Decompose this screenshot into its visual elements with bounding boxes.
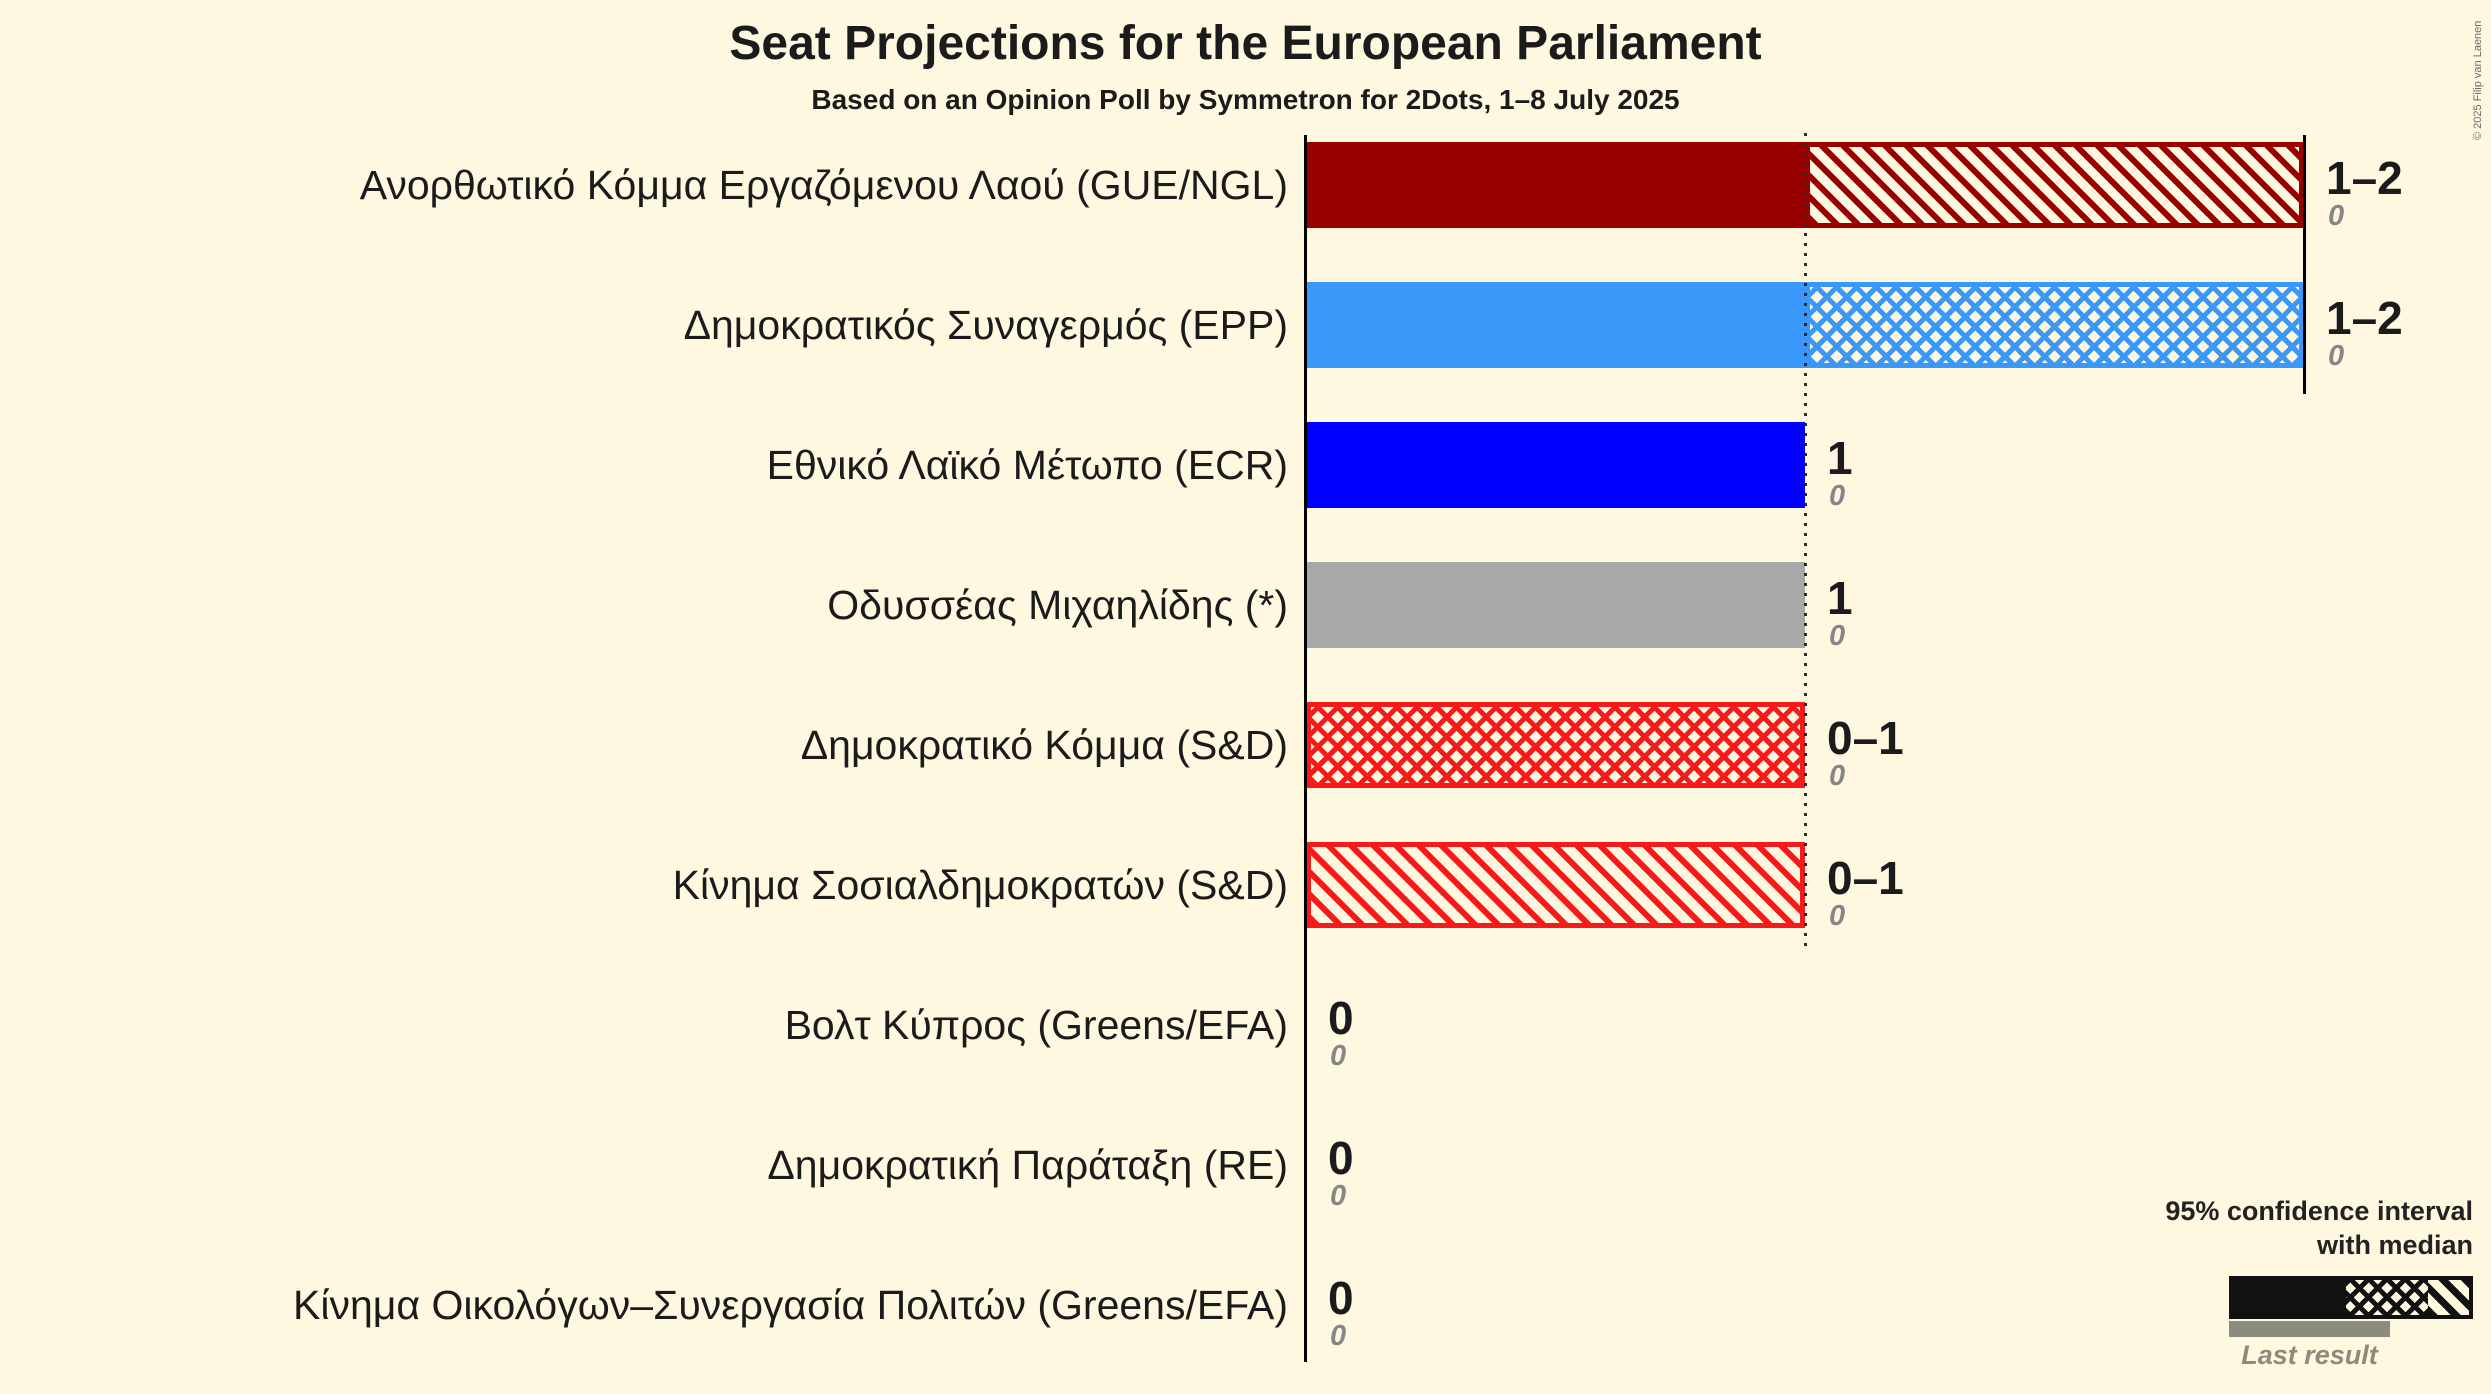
legend-ci-text: 95% confidence interval with median	[2165, 1194, 2473, 1262]
ci-value-label: 0–1	[1827, 852, 1904, 904]
median-guide-dotted-line	[1804, 133, 1807, 952]
party-label: Οδυσσέας Μιχαηλίδης (*)	[827, 581, 1288, 628]
upper-ci-end-line	[2303, 135, 2306, 394]
ci-value-label: 1	[1827, 572, 1853, 624]
ci-value-label: 0	[1328, 1132, 1354, 1184]
legend-last-result-bar	[2229, 1321, 2390, 1337]
legend-crosshatch-segment	[2346, 1280, 2428, 1315]
legend-solid-segment	[2233, 1280, 2346, 1315]
ci-value-label: 1	[1827, 432, 1853, 484]
ci-value-label: 0	[1328, 1272, 1354, 1324]
legend-diagonal-segment	[2428, 1280, 2469, 1315]
party-label: Δημοκρατικός Συναγερμός (EPP)	[683, 301, 1288, 348]
legend-ci-line1: 95% confidence interval	[2165, 1196, 2473, 1226]
party-label: Ανορθωτικό Κόμμα Εργαζόμενου Λαού (GUE/N…	[359, 161, 1288, 208]
copyright-label: © 2025 Filip van Laenen	[2472, 20, 2484, 140]
upper-ci-bar	[1805, 142, 2304, 228]
last-result-value: 0	[1829, 760, 1846, 792]
page-title: Seat Projections for the European Parlia…	[729, 17, 1762, 70]
median-bar	[1306, 562, 1805, 648]
last-result-value: 0	[1829, 620, 1846, 652]
legend-last-result-label: Last result	[2241, 1340, 2378, 1370]
party-label: Κίνημα Οικολόγων–Συνεργασία Πολιτών (Gre…	[293, 1281, 1288, 1328]
last-result-value: 0	[1829, 480, 1846, 512]
upper-ci-bar	[1805, 282, 2304, 368]
median-bar	[1306, 282, 1805, 368]
upper-ci-bar	[1306, 842, 1805, 928]
last-result-value: 0	[1330, 1040, 1347, 1072]
page-subtitle: Based on an Opinion Poll by Symmetron fo…	[811, 84, 1680, 115]
zero-axis-line	[1304, 135, 1307, 1362]
ci-value-label: 0	[1328, 992, 1354, 1044]
party-label: Κίνημα Σοσιαλδημοκρατών (S&D)	[672, 861, 1288, 908]
party-label: Εθνικό Λαϊκό Μέτωπο (ECR)	[766, 441, 1288, 488]
legend-ci-line2: with median	[2316, 1230, 2473, 1260]
last-result-value: 0	[1330, 1320, 1347, 1352]
party-label: Δημοκρατικό Κόμμα (S&D)	[800, 721, 1288, 768]
ci-value-label: 1–2	[2326, 292, 2403, 344]
last-result-value: 0	[2328, 200, 2345, 232]
party-label: Βολτ Κύπρος (Greens/EFA)	[784, 1001, 1288, 1048]
legend-ci-sample-bar	[2229, 1276, 2473, 1319]
ci-value-label: 1–2	[2326, 152, 2403, 204]
median-bar	[1306, 142, 1805, 228]
upper-ci-bar	[1306, 702, 1805, 788]
median-bar	[1306, 422, 1805, 508]
last-result-value: 0	[1330, 1180, 1347, 1212]
party-label: Δημοκρατική Παράταξη (RE)	[767, 1141, 1288, 1188]
last-result-value: 0	[1829, 900, 1846, 932]
last-result-value: 0	[2328, 340, 2345, 372]
ci-value-label: 0–1	[1827, 712, 1904, 764]
